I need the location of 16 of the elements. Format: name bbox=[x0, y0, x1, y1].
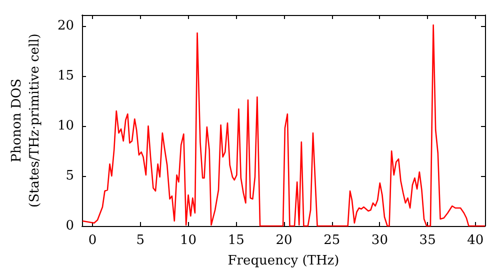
x-tick-label: 25 bbox=[324, 233, 340, 248]
x-tick-label: 10 bbox=[180, 233, 197, 248]
x-tick-label: 0 bbox=[88, 233, 97, 248]
x-tick-label: 5 bbox=[136, 233, 145, 248]
x-tick-label: 30 bbox=[371, 233, 388, 248]
y-axis-title: Phonon DOS (States/THz·primitive cell) bbox=[10, 33, 42, 208]
y-tick-label: 15 bbox=[57, 68, 74, 84]
y-tick-label: 5 bbox=[66, 168, 74, 184]
x-tick-label: 40 bbox=[467, 233, 484, 248]
y-tick-label: 0 bbox=[66, 218, 74, 234]
x-tick-label: 35 bbox=[419, 233, 436, 248]
y-tick-label: 10 bbox=[57, 118, 74, 134]
x-tick-label: 15 bbox=[228, 233, 244, 248]
y-tick-label: 20 bbox=[57, 18, 74, 34]
x-tick-label: 20 bbox=[276, 233, 292, 248]
x-axis-title: Frequency (THz) bbox=[228, 254, 340, 268]
